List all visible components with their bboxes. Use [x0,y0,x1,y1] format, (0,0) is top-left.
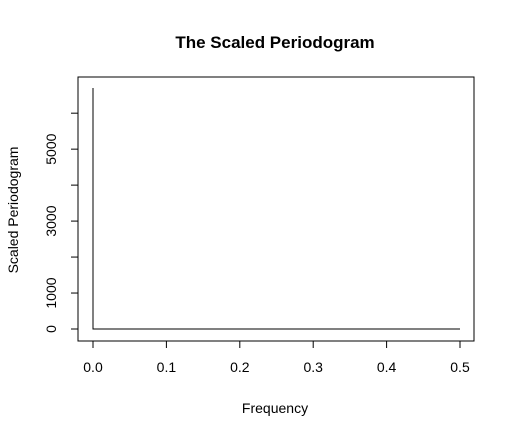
y-tick-label: 5000 [43,133,59,164]
series-layer [92,88,460,330]
x-tick-label: 0.4 [377,359,397,375]
chart-title: The Scaled Periodogram [175,33,374,52]
x-axis: 0.0 0.1 0.2 0.3 0.4 0.5 [83,340,470,375]
y-axis: 0 1000 3000 5000 [43,112,79,333]
y-tick-label: 0 [43,325,59,333]
x-axis-label: Frequency [242,400,308,416]
periodogram-line [92,88,460,330]
y-tick-label: 1000 [43,277,59,308]
y-tick-label: 3000 [43,205,59,236]
y-axis-label: Scaled Periodogram [5,147,21,274]
plot-box [77,76,475,342]
x-tick-label: 0.5 [450,359,470,375]
x-tick-label: 0.0 [83,359,103,375]
x-tick-label: 0.3 [303,359,323,375]
x-tick-label: 0.1 [157,359,177,375]
x-tick-label: 0.2 [230,359,250,375]
